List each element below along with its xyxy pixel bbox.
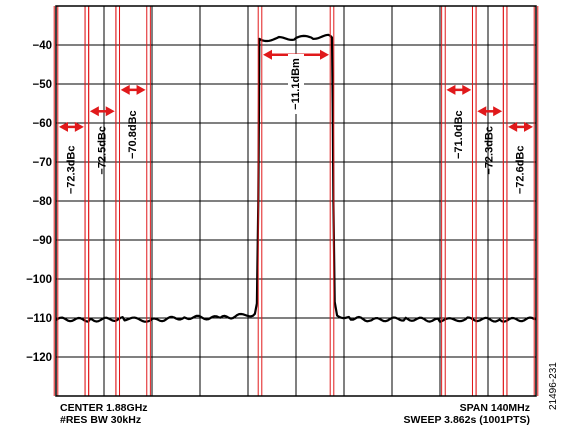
channel-arrow-head-left: [477, 106, 487, 117]
channel-arrow-head-right: [74, 121, 84, 132]
footer-right: SPAN 140MHz SWEEP 3.862s (1001PTS): [404, 402, 530, 426]
figure-id: 21496-231: [548, 362, 559, 410]
channel-arrow-head-right: [493, 106, 503, 117]
channel-power-label: −70.8dBc: [127, 110, 139, 159]
y-tick-label: −120: [26, 352, 52, 364]
plot-frame: [55, 5, 537, 397]
y-tick-label: −90: [32, 235, 52, 247]
y-tick-label: −110: [27, 313, 52, 325]
center-frequency-label: CENTER 1.88GHz: [60, 402, 148, 414]
y-axis-tick-labels: −40 −50 −60 −70 −80 −90 −100 −110 −120: [26, 40, 52, 364]
y-tick-label: −50: [32, 79, 52, 91]
channel-label-background: [288, 54, 304, 114]
channel-power-label: −72.3dBc: [484, 126, 496, 175]
span-label: SPAN 140MHz: [459, 402, 530, 414]
channel-power-label: −72.3dBc: [65, 145, 77, 194]
channel-power-label: −71.0dBc: [453, 110, 465, 159]
channel-markers: −72.3dBc −72.5dBc −70.8dBc −11.1dBm −71.0dBc…: [53, 6, 539, 396]
resolution-bandwidth-label: #RES BW 30kHz: [60, 414, 142, 426]
channel-arrow-head-right: [462, 84, 472, 95]
spectrum-trace-group: [55, 33, 537, 323]
channel-arrow-head-right: [136, 84, 146, 95]
channel-arrow-head-left: [263, 49, 272, 60]
y-tick-label: −70: [32, 157, 52, 169]
channel-power-label: −72.5dBc: [96, 126, 108, 175]
channel-power-label: −72.6dBc: [515, 145, 527, 194]
channel-arrow-head-left: [120, 84, 130, 95]
y-tick-label: −60: [32, 118, 52, 130]
channel-arrow-head-left: [446, 84, 456, 95]
channel-arrow-head-right: [105, 106, 115, 117]
spectrum-trace: [55, 33, 537, 323]
channel-arrow-head-left: [508, 121, 518, 132]
channel-arrow-head-left: [59, 121, 68, 132]
y-tick-label: −40: [32, 40, 52, 52]
channel-power-label: −11.1dBm: [290, 58, 302, 110]
channel-arrow-head-right: [320, 49, 329, 60]
y-tick-label: −80: [32, 196, 52, 208]
y-tick-label: −100: [26, 274, 52, 286]
sweep-label: SWEEP 3.862s (1001PTS): [403, 414, 530, 426]
footer-left: CENTER 1.88GHz #RES BW 30kHz: [60, 402, 148, 426]
channel-arrow-head-left: [89, 106, 99, 117]
channel-arrow-head-right: [524, 121, 533, 132]
